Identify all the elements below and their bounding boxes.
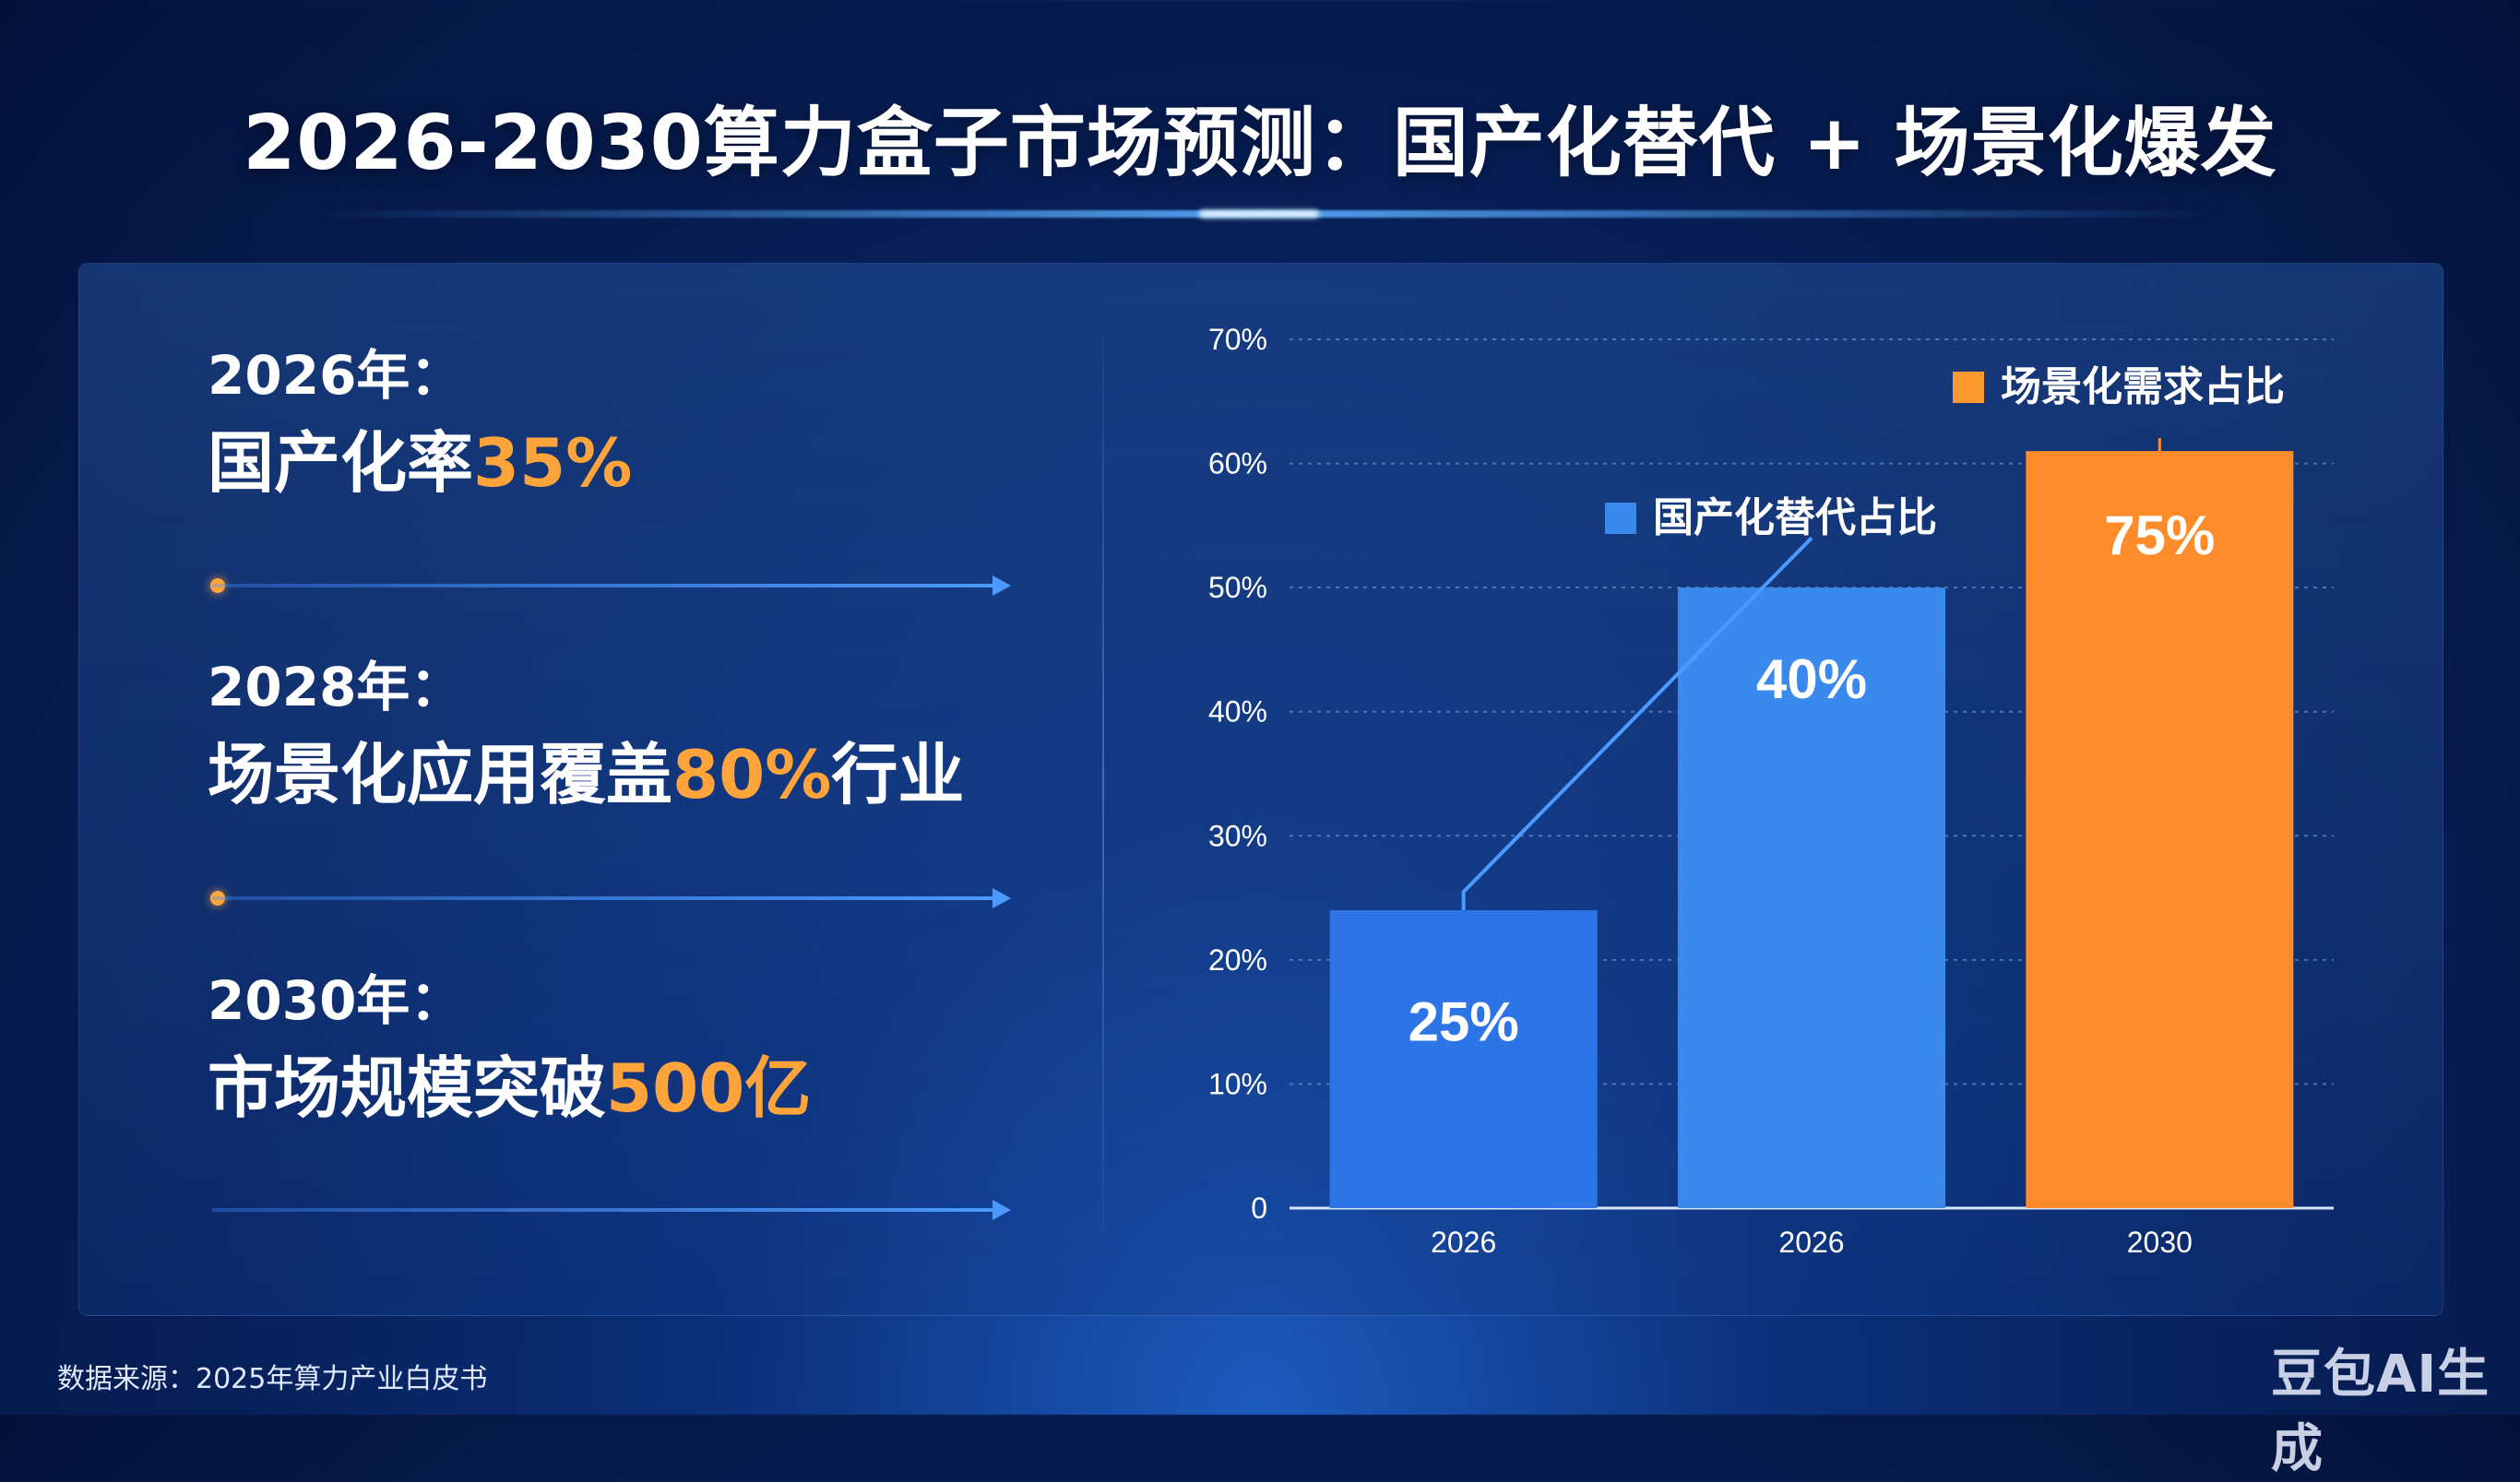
panel-divider [1102, 337, 1104, 1231]
data-source: 数据来源：2025年算力产业白皮书 [57, 1363, 488, 1395]
y-tick-label: 20% [1208, 943, 1267, 977]
x-tick-label: 2026 [1431, 1226, 1496, 1259]
milestone-year: 2030年： [208, 969, 464, 1032]
arrow-right-icon [993, 575, 1011, 596]
watermark-logo: 豆包AI生成 [2271, 1345, 2490, 1479]
timeline-arrow-line [212, 896, 996, 900]
timeline-arrow-line [212, 1208, 996, 1212]
milestone-prefix: 市场规模突破 [208, 1049, 607, 1127]
milestone-prefix: 国产化率 [208, 424, 474, 502]
milestone-text: 市场规模突破500亿 [208, 1055, 811, 1121]
title-underline-core [1199, 210, 1319, 218]
y-tick-label: 70% [1208, 323, 1267, 356]
milestone-highlight: 80% [672, 736, 832, 813]
milestone-year: 2026年： [208, 344, 464, 407]
data-label: 25% [1409, 991, 1519, 1053]
slide: 2026-2030算力盒子市场预测：国产化替代 + 场景化爆发 2026年： 国… [57, 100, 2489, 1479]
legend-swatch [1953, 372, 1984, 403]
milestone-2026: 2026年： 国产化率35% [208, 349, 632, 496]
data-label: 40% [1756, 648, 1867, 710]
page-title: 2026-2030算力盒子市场预测：国产化替代 + 场景化爆发 [243, 100, 2277, 187]
y-tick-label: 10% [1208, 1067, 1267, 1100]
milestone-highlight: 500亿 [606, 1049, 812, 1127]
legend-swatch [1605, 503, 1636, 534]
x-tick-label: 2026 [1778, 1226, 1844, 1259]
milestone-highlight: 35% [473, 424, 633, 502]
legend-label: 场景化需求占比 [2001, 363, 2285, 410]
data-label: 75% [2104, 504, 2215, 566]
arrow-right-icon [993, 1200, 1011, 1220]
milestone-2030: 2030年： 市场规模突破500亿 [208, 974, 811, 1121]
y-tick-label: 60% [1208, 447, 1267, 480]
bar-chart: 0 10% 20% 30% 40% 50% 60% 70% 25% 2026 40% 2026 75% 2… [1208, 323, 2334, 1259]
x-tick-label: 2030 [2127, 1226, 2193, 1259]
arrow-right-icon [993, 888, 1011, 908]
y-tick-label: 50% [1208, 571, 1267, 604]
milestone-text: 场景化应用覆盖80%行业 [208, 741, 964, 808]
bar [1678, 587, 1945, 1208]
milestone-year: 2028年： [208, 656, 464, 718]
milestone-suffix: 行业 [831, 736, 965, 813]
legend-label: 国产化替代占比 [1653, 494, 1937, 541]
milestone-text: 国产化率35% [208, 430, 632, 496]
trend-connector-line [1461, 536, 1813, 911]
timeline-arrow-line [212, 584, 996, 587]
milestone-prefix: 场景化应用覆盖 [208, 736, 673, 813]
y-tick-label: 30% [1208, 819, 1267, 852]
y-tick-label: 40% [1208, 695, 1267, 729]
milestone-2028: 2028年： 场景化应用覆盖80%行业 [208, 660, 964, 808]
bar [2026, 451, 2294, 1209]
bar [1329, 910, 1598, 1208]
y-tick-label: 0 [1251, 1192, 1267, 1225]
